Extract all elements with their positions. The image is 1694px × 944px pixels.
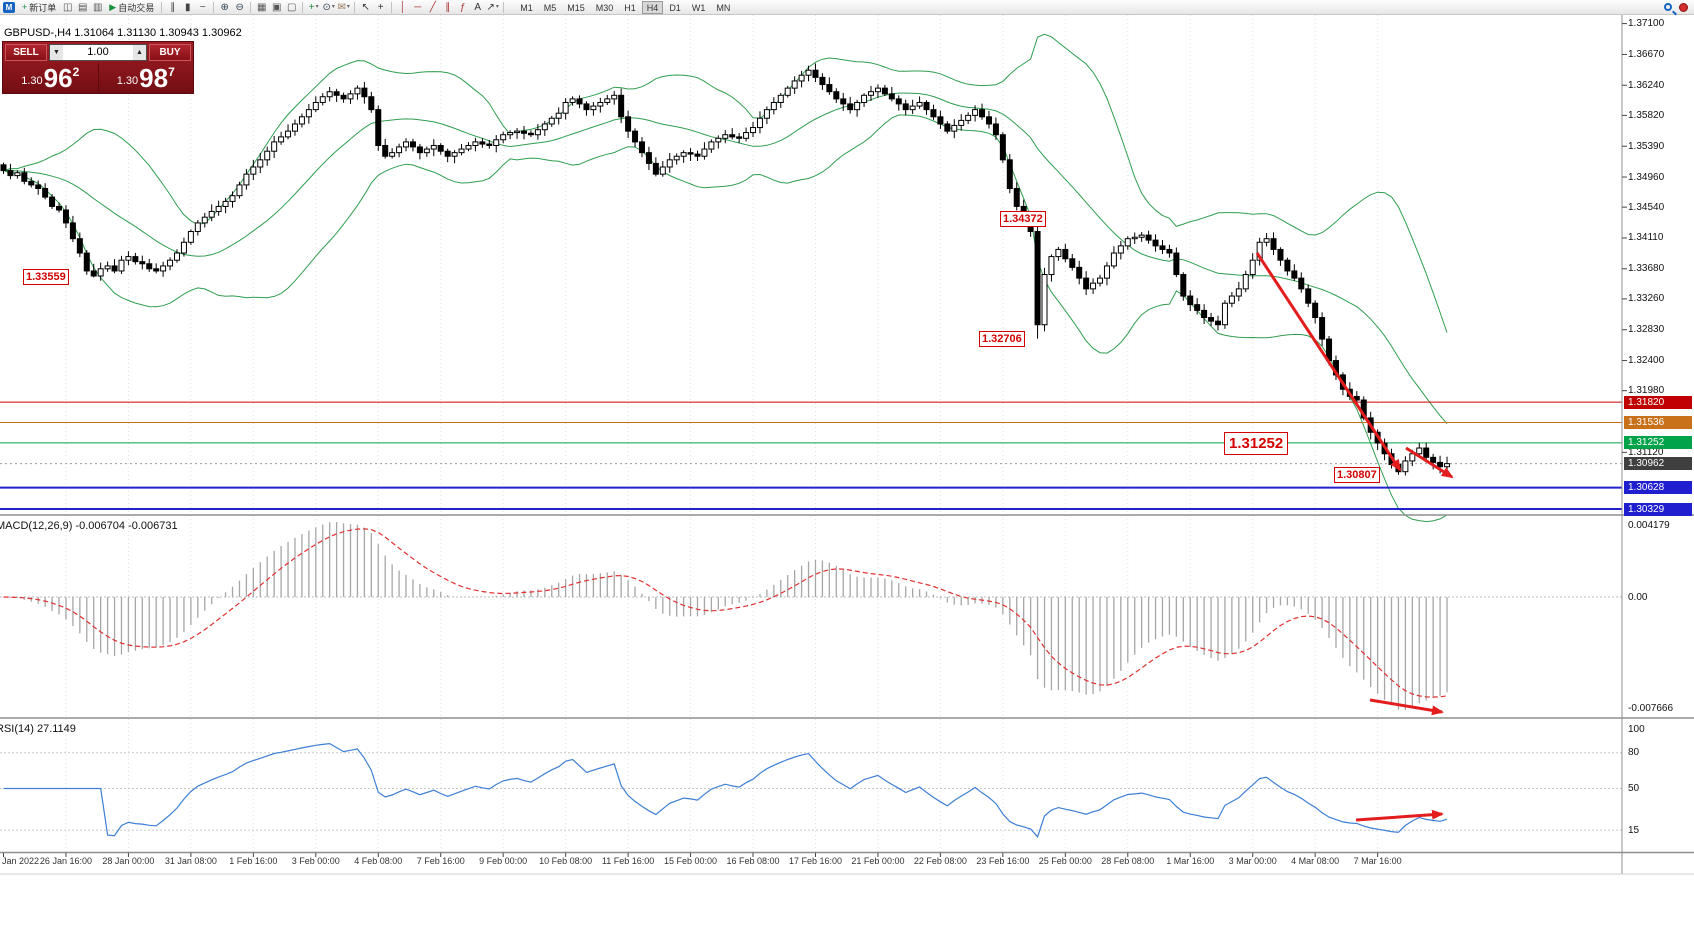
toolbar-separator (250, 1, 252, 13)
app-icon: M (3, 1, 15, 13)
trend-arrows[interactable] (1255, 252, 1454, 822)
sell-price[interactable]: 1.30 96 2 (3, 63, 98, 92)
autotrade-button[interactable]: ▶ 自动交易 (105, 1, 158, 14)
toolbar-separator (391, 1, 393, 13)
arrows-tool-icon-caret[interactable]: ▾ (495, 3, 499, 10)
autotrade-button-icon: ▶ (109, 1, 117, 12)
toolbar-separator (354, 1, 356, 13)
macd-indicator (0, 522, 1622, 710)
timeframe-button-h4[interactable]: H4 (641, 0, 664, 14)
timeframe-button-w1[interactable]: W1 (691, 2, 706, 13)
sell-price-prefix: 1.30 (21, 75, 43, 87)
new-order-button-icon: + (22, 2, 28, 12)
arrange-windows-icon[interactable]: ▢ (286, 1, 297, 13)
arrows-tool-icon[interactable]: ↗ ▾ (486, 1, 499, 13)
zoom-in-icon[interactable]: ⊕ (220, 1, 229, 13)
buy-button[interactable]: BUY (149, 44, 191, 61)
horizontal-level-lines[interactable] (0, 401, 1622, 511)
profiles-icon[interactable]: ▤ (78, 1, 88, 13)
timeframe-button-m5[interactable]: M5 (543, 2, 557, 13)
toolbar-separator (302, 1, 304, 13)
volume-stepper[interactable]: ▼ 1.00 ▲ (49, 44, 147, 61)
fibonacci-tool-icon[interactable]: ƒ (459, 1, 466, 13)
toolbar-separator (503, 1, 505, 13)
timeframe-button-m1[interactable]: M1 (520, 2, 533, 13)
macd-indicator-label: MACD(12,26,9) -0.006704 -0.006731 (0, 520, 178, 532)
price-annotation[interactable]: 1.32706 (979, 330, 1025, 347)
chart-window-icon[interactable]: ◫ (63, 1, 73, 13)
candlestick-chart-icon[interactable]: ▮ (184, 1, 191, 13)
vline-tool-icon[interactable]: │ (399, 1, 406, 13)
timeframe-buttons: M1 M5 M15 M30 H1 H4 D1 W1 MN (515, 0, 735, 14)
new-order-button-label: 新订单 (29, 2, 57, 13)
alert-icon[interactable] (1676, 1, 1691, 14)
new-order-button[interactable]: + 新订单 (18, 1, 60, 14)
toolbar-separator (213, 1, 215, 13)
timeframe-button-m30[interactable]: M30 (595, 2, 614, 13)
buy-price[interactable]: 1.30 98 7 (97, 63, 194, 93)
timeframe-button-mn[interactable]: MN (716, 2, 731, 13)
cursor-icon[interactable]: ↖ (361, 1, 370, 13)
line-chart-icon[interactable]: ~ (199, 1, 206, 13)
periods-icon-caret[interactable]: ▾ (331, 3, 335, 10)
channel-tool-icon[interactable]: ∥ (445, 1, 451, 13)
sell-price-sup: 2 (72, 65, 80, 79)
bar-chart-icon[interactable]: ∥ (170, 1, 176, 13)
toolbar-separator (161, 1, 163, 13)
templates-icon-caret[interactable]: ▾ (346, 3, 350, 10)
candles (0, 63, 1451, 476)
timeframe-button-m15[interactable]: M15 (567, 2, 585, 13)
volume-up-button[interactable]: ▲ (133, 45, 146, 60)
toolbar: M + 新订单 ◫ ▤ ▥ ▶ 自动交易 ∥ ▮ ~ ⊕ ⊖ ▦ ▣ ▢ + ▾ ⊙ ▾ ✉ ▾ ↖ + │ ─ ╱ ∥ ƒ A ↗ ▾ M1 M… (0, 0, 1694, 15)
text-tool-icon[interactable]: A (474, 1, 482, 13)
sell-price-main: 96 (43, 63, 73, 93)
vertical-gridlines (65, 15, 1379, 852)
periods-icon[interactable]: ⊙ ▾ (322, 1, 335, 13)
buy-price-main: 98 (139, 63, 169, 93)
timeframe-button-d1[interactable]: D1 (669, 2, 681, 13)
one-click-trading-panel: SELL ▼ 1.00 ▲ BUY 1.30 96 2 1.30 98 7 (2, 41, 194, 94)
market-watch-icon[interactable]: ▥ (93, 1, 103, 13)
timeframe-button-h1[interactable]: H1 (624, 2, 636, 13)
trendline-tool-icon[interactable]: ╱ (429, 1, 436, 13)
volume-value[interactable]: 1.00 (87, 46, 109, 58)
price-annotation[interactable]: 1.33559 (23, 269, 69, 286)
panel-borders (0, 15, 1694, 875)
buy-price-sup: 7 (168, 65, 175, 79)
sell-button[interactable]: SELL (5, 44, 47, 61)
rsi-indicator-label: RSI(14) 27.1149 (0, 723, 76, 735)
zoom-out-icon[interactable]: ⊖ (235, 1, 244, 13)
autotrade-button-label: 自动交易 (118, 2, 155, 13)
crosshair-icon[interactable]: + (377, 1, 384, 13)
templates-icon[interactable]: ✉ ▾ (337, 1, 350, 13)
search-icon[interactable] (1661, 1, 1676, 14)
hline-tool-icon[interactable]: ─ (414, 1, 422, 13)
tile-windows-icon[interactable]: ▦ (256, 1, 267, 13)
indicators-icon[interactable]: + ▾ (308, 1, 319, 13)
price-annotation[interactable]: 1.34372 (1000, 211, 1046, 228)
chart-ohlc-info: GBPUSD-,H4 1.31064 1.31130 1.30943 1.309… (4, 27, 242, 39)
indicators-icon-caret[interactable]: ▾ (315, 3, 319, 10)
volume-down-button[interactable]: ▼ (50, 45, 63, 60)
price-annotation[interactable]: 1.30807 (1334, 466, 1380, 483)
rsi-indicator (0, 742, 1622, 838)
cascade-windows-icon[interactable]: ▣ (271, 1, 282, 13)
price-annotation[interactable]: 1.31252 (1224, 431, 1289, 455)
buy-price-prefix: 1.30 (116, 75, 139, 87)
